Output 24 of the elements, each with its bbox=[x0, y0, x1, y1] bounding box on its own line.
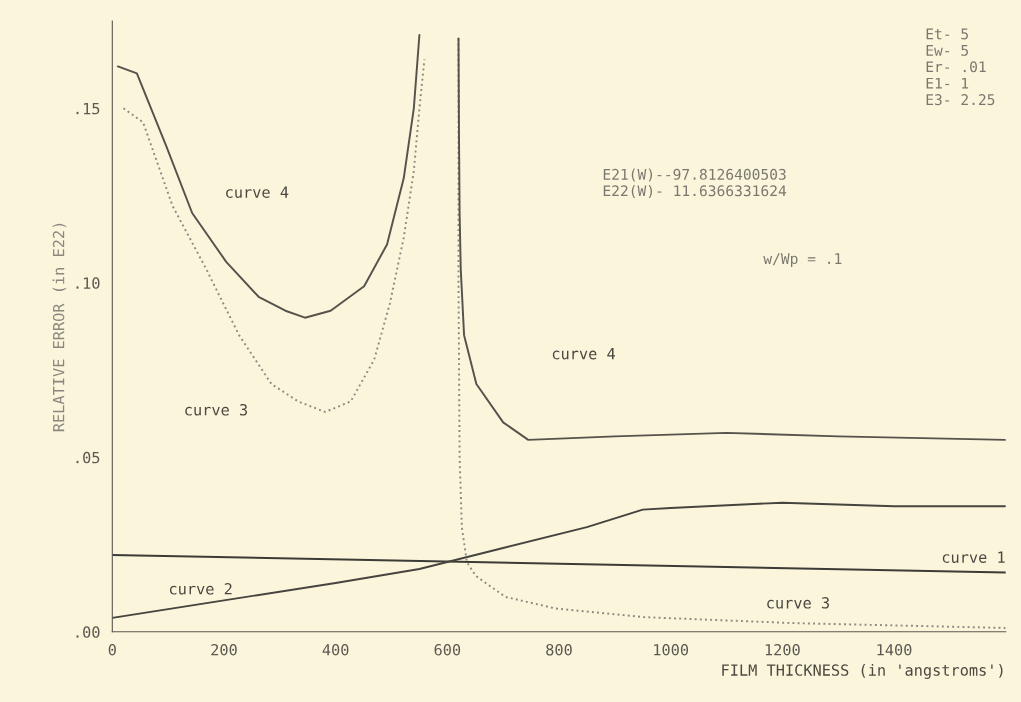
y-tick-label: .10 bbox=[76, 277, 100, 289]
annotation: w/Wp = .1 bbox=[763, 253, 842, 267]
annotation: curve 3 bbox=[767, 597, 829, 609]
x-axis-title: FILM THICKNESS (in 'angstroms') bbox=[722, 664, 1003, 679]
annotation: curve 4 bbox=[226, 186, 289, 198]
annotation: curve 2 bbox=[169, 583, 232, 595]
annotation: curve 4 bbox=[552, 348, 615, 360]
x-tick-label: 200 bbox=[211, 643, 237, 656]
annotation: curve 1 bbox=[942, 551, 1005, 563]
annotation: curve 3 bbox=[185, 404, 248, 416]
y-tick-label: .15 bbox=[76, 103, 100, 115]
y-tick-label: .05 bbox=[76, 451, 100, 464]
annotation: Et- 5 Ew- 5 Er- .01 E1- 1 E3- 2.25 bbox=[926, 28, 995, 106]
x-tick-label: 1400 bbox=[877, 643, 912, 656]
annotation: E21(W)--97.8126400503 E22(W)- 11.6366331624 bbox=[603, 168, 787, 198]
y-axis-title: RELATIVE ERROR (in E22) bbox=[52, 223, 67, 432]
y-tick-label: .00 bbox=[76, 626, 100, 638]
line-series bbox=[112, 501, 1006, 619]
x-tick-label: 1200 bbox=[765, 643, 800, 656]
x-tick-label: 0 bbox=[108, 643, 116, 656]
x-tick-label: 800 bbox=[546, 643, 572, 656]
x-tick-label: 600 bbox=[434, 643, 461, 656]
x-tick-label: 1000 bbox=[654, 643, 689, 656]
x-tick-label: 400 bbox=[322, 643, 349, 656]
